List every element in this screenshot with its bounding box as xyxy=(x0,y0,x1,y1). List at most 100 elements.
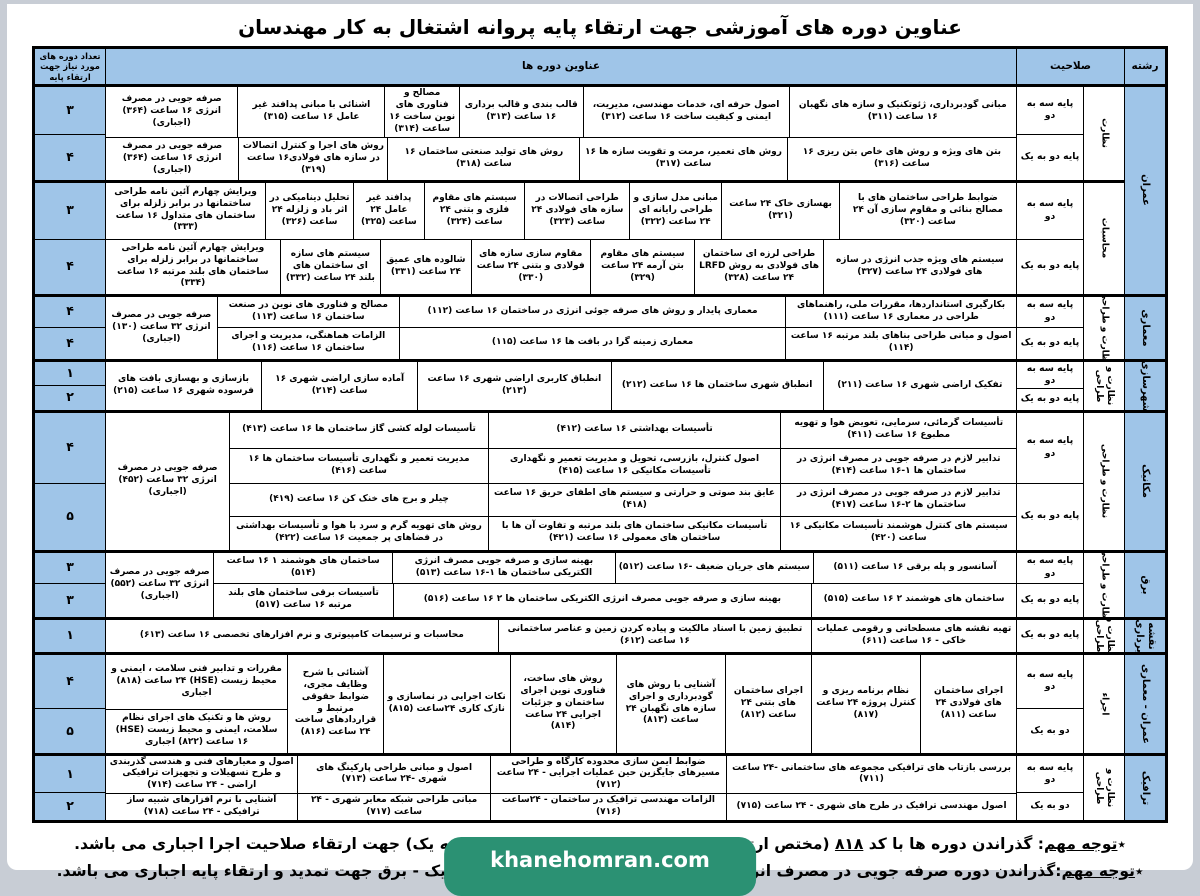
competency-cell-label: محاسبات xyxy=(1099,217,1110,259)
grade-cell: پایه سه به دو xyxy=(1017,755,1083,793)
competency-cell: نظارت و طراحی xyxy=(1084,552,1124,617)
field-cell-omran-memari: عمران - معماری xyxy=(1125,654,1165,753)
count-column: ۱ xyxy=(35,619,105,652)
course-row: بکارگیری استانداردها، مقررات ملی، راهنما… xyxy=(217,296,1016,327)
courses-area: بکارگیری استانداردها، مقررات ملی، راهنما… xyxy=(106,296,1016,359)
course-row: سیستم های ویژه جذب انرژی در سازه های فول… xyxy=(106,239,1016,294)
site-badge[interactable]: khanehomran.com xyxy=(444,837,756,896)
count-header: تعداد دوره های مورد نیاز جهت ارتقاء پایه xyxy=(35,49,105,85)
course-row: روش ها و تکنیک های اجرای نظام سلامت، ایم… xyxy=(106,709,288,753)
course-cell: بازسازی و بهسازی بافت های فرسوده شهری ۱۶… xyxy=(105,361,262,410)
field-cell-shahrsazi-label: شهرسازی xyxy=(1140,361,1151,410)
competency-cell-label: نظارت و طراحی xyxy=(1099,552,1110,617)
courses-area: تأسیسات گرمائی، سرمایی، تعویض هوا و تهوی… xyxy=(106,412,1016,550)
course-cell: آشنایی با روش های گودبرداری و اجرای سازه… xyxy=(616,654,726,753)
grade-cell: پایه سه به دو xyxy=(1017,296,1083,327)
competency-group: نظارت و طراحی پایه سه به دو پایه دو به یک آ… xyxy=(35,552,1124,617)
count-cell: ۵ xyxy=(35,709,105,753)
count-cell: ۴ xyxy=(35,134,105,180)
count-cell: ۲ xyxy=(35,793,105,820)
competency-cell-label: نظارت و طراحی xyxy=(1094,619,1115,652)
competency-cell: نظارت xyxy=(1084,87,1124,180)
course-cell: ویرایش چهارم آئین نامه طراحی ساختمانها د… xyxy=(106,239,280,294)
course-cell: صرفه جویی در مصرف انرژی ۳۲ ساعت (۴۵۲) (ا… xyxy=(106,412,230,550)
course-cell: ساختمان های هوشمند ۲ ۱۶ ساعت (۵۱۵) xyxy=(812,583,1016,617)
field-cell-naghshebardari: نقشه برداری xyxy=(1125,619,1165,652)
field-cell-bargh-label: برق xyxy=(1140,575,1151,595)
grade-cell: دو به یک xyxy=(1017,793,1083,820)
field-cell-trafik: ترافیک xyxy=(1125,755,1165,820)
courses-area: مبانی گودبرداری، ژئوتکنیک و سازه های نگه… xyxy=(106,87,1016,180)
course-row: بتن های ویژه و روش های خاص بتن ریزی ۱۶ س… xyxy=(106,137,1016,180)
field-cell-naghshebardari-label: نقشه برداری xyxy=(1134,619,1157,652)
course-cell: تأسیسات لوله کشی گاز ساختمان ها ۱۶ ساعت … xyxy=(230,412,488,448)
courses-table: رشته صلاحیت عناوین دوره ها تعداد دوره های م… xyxy=(32,46,1168,823)
course-cell: سیستم های مقاوم فلزی و بتنی ۲۴ ساعت (۳۲۴… xyxy=(424,182,525,239)
course-cell: اجرای ساختمان های فولادی ۲۴ ساعت (۸۱۱) xyxy=(921,654,1016,753)
courses-area: بررسی بازتاب های ترافیکی مجموعه های ساخت… xyxy=(106,755,1016,820)
competency-group: نظارت و طراحی پایه سه به دو پایه دو به یک تف… xyxy=(35,361,1124,410)
course-cell: انطباق شهری ساختمان ها ۱۶ ساعت (۲۱۲) xyxy=(611,361,823,410)
field-cell-omran-memari-label: عمران - معماری xyxy=(1140,663,1151,744)
course-cell: آماده سازی اراضی شهری ۱۶ ساعت (۲۱۴) xyxy=(262,361,418,410)
course-cell: تطبیق زمین با اسناد مالکیت و پیاده کردن … xyxy=(498,619,812,652)
course-row: مقررات و تدابیر فنی سلامت ، ایمنی و محیط… xyxy=(106,654,288,709)
count-cell: ۳ xyxy=(35,552,105,583)
course-cell: تأسیسات مکانیکی ساختمان های بلند مرتبه و… xyxy=(488,516,781,550)
course-rows: آسانسور و پله برقی ۱۶ ساعت (۵۱۱) سیستم ها… xyxy=(214,552,1016,617)
grade-cell: پایه سه به دو xyxy=(1017,412,1083,483)
course-cell: سیستم های کنترل هوشمند تأسیسات مکانیکی ۱… xyxy=(781,516,1016,550)
course-cell: سیستم های سازه ای ساختمان های بلند ۲۴ سا… xyxy=(280,239,380,294)
course-cell: آسانسور و پله برقی ۱۶ ساعت (۵۱۱) xyxy=(813,552,1016,583)
count-cell: ۱ xyxy=(35,755,105,793)
competency-cell: اجراء xyxy=(1084,654,1124,753)
course-cell: صرفه جویی در مصرف انرژی ۱۶ ساعت (۳۶۴) (ا… xyxy=(106,137,239,180)
course-cell: انطباق کاربری اراضی شهری ۱۶ ساعت (۲۱۳) xyxy=(418,361,611,410)
field-cell-shahrsazi: شهرسازی xyxy=(1125,361,1165,410)
course-rows: مقررات و تدابیر فنی سلامت ، ایمنی و محیط… xyxy=(106,654,288,753)
field-cell-mekanik-label: مکانیک xyxy=(1140,464,1151,498)
course-cell: مقاوم سازی سازه های فولادی و بتنی ۲۴ ساع… xyxy=(471,239,590,294)
course-cell: اصول حرفه ای، خدمات مهندسی، مدیریت، ایمن… xyxy=(583,87,789,137)
grade-cell: پایه دو به یک xyxy=(1017,583,1083,617)
competency-cell-label: نظارت و طراحی xyxy=(1094,768,1115,808)
courses-area: اجرای ساختمان های فولادی ۲۴ ساعت (۸۱۱) نظ… xyxy=(106,654,1016,753)
course-row: سیستم های کنترل هوشمند تأسیسات مکانیکی ۱… xyxy=(230,516,1016,550)
count-cell: ۴ xyxy=(35,654,105,709)
band-naghshebardari: نقشه برداری نظارت و طراحی پایه دو به یک تهیه … xyxy=(35,619,1165,652)
course-cell: تدابیر لازم در صرفه جویی در مصرف انرژی د… xyxy=(781,483,1016,516)
course-row: ضوابط طراحی ساختمان های با مصالح بنائی و… xyxy=(105,182,1016,239)
course-row: تأسیسات گرمائی، سرمایی، تعویض هوا و تهوی… xyxy=(230,412,1016,448)
course-cell: اصول و معیارهای فنی و هندسی گذربندی و طر… xyxy=(106,755,298,794)
grade-column: پایه سه به دو پایه دو به یک xyxy=(1017,361,1083,410)
course-cell: اصول و مبانی طراحی بناهای بلند مرتبه ۱۶ … xyxy=(786,327,1016,359)
page: عناوین دوره های آموزشی جهت ارتقاء پایه پ… xyxy=(7,4,1193,896)
course-row: تدابیر لازم در صرفه جویی در مصرف انرژی د… xyxy=(230,483,1016,516)
course-cell: تهیه نقشه های مسطحاتی و رقومی عملیات خاک… xyxy=(812,619,1016,652)
course-cell: مبانی گودبرداری، ژئوتکنیک و سازه های نگه… xyxy=(789,87,1016,137)
count-cell: ۳ xyxy=(35,182,105,239)
field-cell-trafik-label: ترافیک xyxy=(1140,770,1151,805)
competency-cell: نظارت و طراحی xyxy=(1084,296,1124,359)
course-cell: عایق بند صوتی و حرارتی و سیستم های اطفای… xyxy=(488,483,781,516)
course-cell: بهسازی خاک ۲۴ ساعت (۳۲۱) xyxy=(722,182,839,239)
course-cell: تأسیسات گرمائی، سرمایی، تعویض هوا و تهوی… xyxy=(781,412,1016,448)
field-cell-bargh: برق xyxy=(1125,552,1165,617)
competency-cell: نظارت و طراحی xyxy=(1084,412,1124,550)
competency-cell-label: نظارت و طراحی xyxy=(1099,296,1110,359)
course-cell: تحلیل دینامیکی در اثر باد و زلزله ۲۴ ساع… xyxy=(266,182,353,239)
course-cell: ضوابط ایمن سازی محدوده کارگاه و طراحی مس… xyxy=(490,755,727,794)
course-cell: آشنائی با شرح وظایف مجری، ضوابط حقوقی مر… xyxy=(288,654,383,753)
course-rows: ضوابط طراحی ساختمان های با مصالح بنائی و… xyxy=(105,182,1016,294)
course-row: اصول مهندسی ترافیک در طرح های شهری - ۲۴ … xyxy=(106,794,1016,820)
grade-cell: پایه دو به یک xyxy=(1017,389,1083,410)
course-cell: سیستم های جریان ضعیف -۱۶ ساعت (۵۱۲) xyxy=(615,552,813,583)
course-cell: بتن های ویژه و روش های خاص بتن ریزی ۱۶ س… xyxy=(787,137,1016,180)
count-cell: ۴ xyxy=(35,327,105,359)
competency-group: نظارت و طراحی پایه سه به دو پایه دو به یک ب… xyxy=(35,296,1124,359)
count-cell: ۳ xyxy=(35,583,105,617)
grade-cell: پایه سه به دو xyxy=(1017,654,1083,709)
